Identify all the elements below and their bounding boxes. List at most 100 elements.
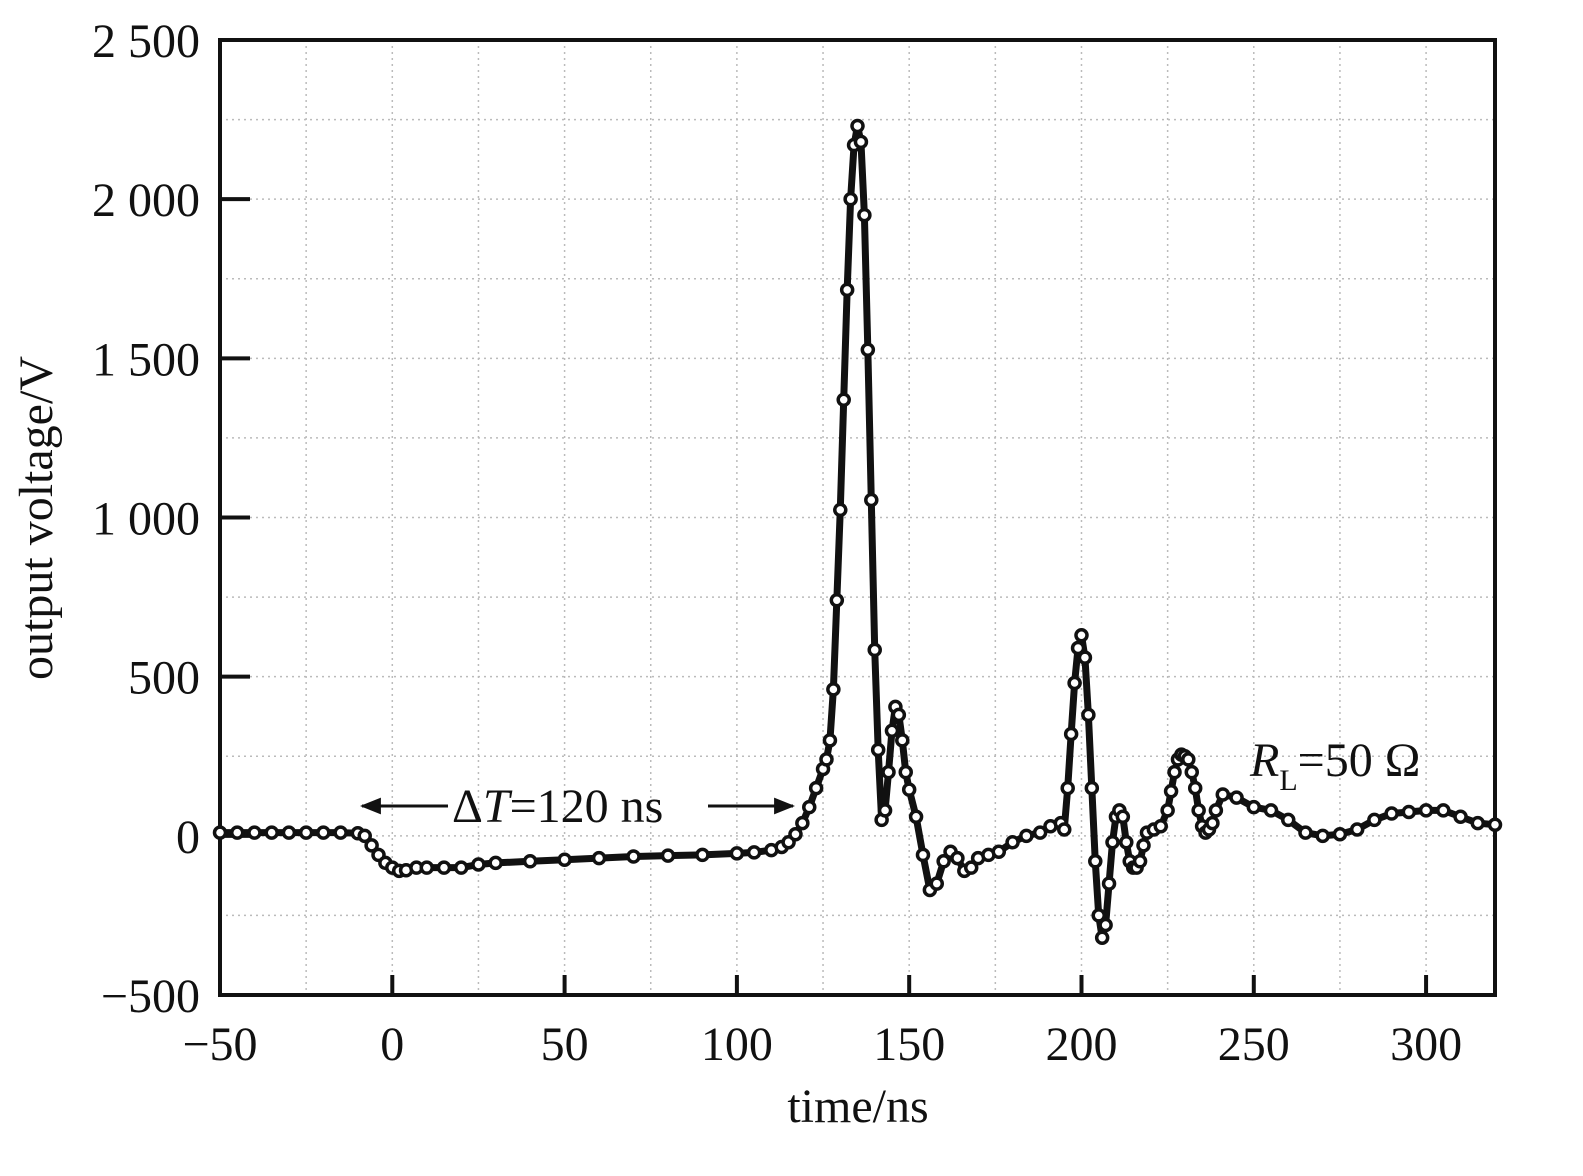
- data-point: [1088, 854, 1103, 869]
- data-point: [891, 707, 907, 723]
- data-point: [915, 847, 931, 863]
- data-point: [1032, 825, 1048, 840]
- data-point: [860, 342, 876, 357]
- data-point: [850, 118, 865, 134]
- data-point: [695, 847, 710, 863]
- data-point: [881, 764, 896, 780]
- data-point: [1229, 790, 1244, 805]
- data-point: [808, 780, 824, 796]
- data-point: [877, 803, 893, 818]
- data-point: [1160, 803, 1175, 818]
- data-point: [1184, 764, 1200, 780]
- data-point: [1136, 838, 1151, 853]
- data-point: [357, 828, 372, 844]
- data-point: [857, 207, 872, 223]
- data-point: [453, 860, 469, 875]
- data-point: [1070, 640, 1086, 656]
- data-point: [557, 852, 572, 867]
- data-point: [908, 809, 924, 824]
- data-point: [1115, 809, 1131, 824]
- y-tick-label: 1 500: [92, 333, 200, 386]
- data-point: [1074, 628, 1089, 643]
- data-point: [729, 846, 745, 861]
- data-point: [746, 845, 762, 860]
- data-point: [264, 825, 279, 840]
- x-tick-label: 300: [1390, 1018, 1462, 1071]
- data-point: [870, 742, 886, 758]
- data-point: [795, 815, 810, 831]
- data-point: [1367, 812, 1382, 828]
- x-tick-label: 50: [541, 1018, 589, 1071]
- data-point: [1349, 822, 1365, 837]
- data-point: [1332, 826, 1348, 842]
- y-tick-label: 0: [176, 811, 200, 864]
- data-point: [1205, 815, 1220, 831]
- data-point: [626, 849, 641, 864]
- data-point: [963, 860, 979, 875]
- data-point: [901, 782, 917, 797]
- x-tick-label: −50: [182, 1018, 257, 1071]
- data-point: [419, 860, 435, 875]
- data-point: [833, 502, 848, 518]
- y-tick-label: 500: [128, 652, 200, 705]
- data-point: [802, 799, 817, 815]
- data-point: [884, 723, 900, 739]
- data-point: [829, 593, 845, 608]
- data-point: [1191, 803, 1206, 818]
- data-point: [1453, 809, 1468, 824]
- x-tick-label: 200: [1045, 1018, 1117, 1071]
- data-point: [929, 876, 945, 891]
- data-point: [853, 134, 869, 150]
- data-point: [436, 860, 452, 875]
- data-point: [1101, 876, 1117, 891]
- annotation-part: Δ: [452, 780, 483, 833]
- annotation-part: =120 ns: [510, 780, 664, 833]
- data-point: [1418, 803, 1434, 818]
- y-tick-label: 1 000: [92, 493, 200, 546]
- data-point: [1163, 784, 1179, 799]
- data-point: [950, 850, 965, 866]
- data-point: [1208, 803, 1224, 818]
- data-point: [333, 825, 348, 840]
- data-point: [1098, 917, 1113, 933]
- annotation-part: R: [1249, 734, 1279, 787]
- data-point: [898, 764, 913, 780]
- data-point: [843, 191, 858, 207]
- data-point: [298, 825, 314, 840]
- data-point: [1105, 834, 1120, 850]
- data-point: [316, 825, 331, 840]
- data-point: [867, 642, 882, 658]
- data-point: [1153, 819, 1168, 834]
- data-point: [1280, 812, 1296, 828]
- data-point: [1470, 815, 1486, 831]
- data-point: [788, 826, 803, 842]
- data-point: [1057, 822, 1072, 837]
- annotation: RL=50 Ω: [1249, 734, 1420, 797]
- data-point: [839, 282, 855, 298]
- data-point: [281, 825, 297, 840]
- data-point: [1060, 780, 1075, 796]
- data-point: [1084, 780, 1100, 796]
- data-point: [1436, 803, 1451, 818]
- data-point: [1077, 650, 1093, 665]
- data-point: [895, 733, 910, 748]
- data-point: [826, 682, 841, 697]
- data-point: [488, 855, 503, 871]
- data-point: [1005, 834, 1020, 850]
- data-point: [819, 752, 834, 767]
- data-point: [1298, 825, 1313, 840]
- x-axis-label: time/ns: [787, 1080, 928, 1133]
- data-point: [1091, 908, 1106, 923]
- data-point: [1401, 804, 1417, 820]
- data-point: [1119, 834, 1134, 850]
- y-axis-label: output voltage/V: [10, 356, 63, 680]
- data-point: [229, 825, 245, 840]
- data-point: [1019, 828, 1034, 844]
- data-point: [1167, 764, 1182, 780]
- x-tick-label: 250: [1218, 1018, 1290, 1071]
- data-point: [864, 492, 879, 508]
- x-tick-label: 150: [873, 1018, 945, 1071]
- data-point: [1263, 803, 1279, 818]
- data-point: [1094, 930, 1110, 945]
